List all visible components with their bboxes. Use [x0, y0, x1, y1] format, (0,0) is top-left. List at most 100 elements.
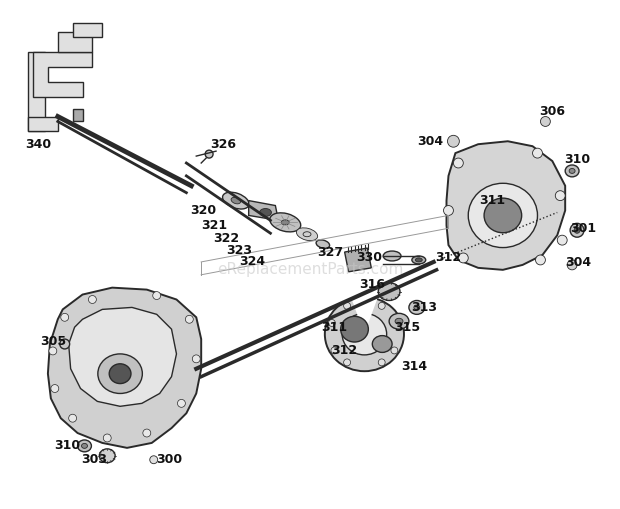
Circle shape — [443, 206, 453, 215]
Ellipse shape — [270, 213, 301, 232]
Text: 312: 312 — [435, 251, 461, 265]
Circle shape — [89, 296, 96, 303]
Circle shape — [557, 235, 567, 245]
Text: 304: 304 — [565, 257, 591, 269]
Text: 321: 321 — [201, 219, 227, 232]
Text: 327: 327 — [317, 245, 343, 259]
Text: 314: 314 — [401, 360, 427, 373]
Ellipse shape — [109, 364, 131, 384]
Text: 305: 305 — [40, 334, 66, 348]
Polygon shape — [28, 117, 58, 131]
Ellipse shape — [260, 209, 272, 216]
Circle shape — [567, 260, 577, 270]
Ellipse shape — [231, 197, 241, 204]
Circle shape — [205, 150, 213, 158]
Circle shape — [453, 158, 463, 168]
Text: 306: 306 — [539, 105, 565, 118]
Ellipse shape — [569, 168, 575, 174]
Text: 311: 311 — [479, 194, 505, 207]
Ellipse shape — [373, 335, 392, 352]
Text: 303: 303 — [81, 453, 107, 466]
Circle shape — [49, 347, 57, 355]
Text: 315: 315 — [394, 321, 420, 334]
Circle shape — [153, 292, 161, 299]
Ellipse shape — [389, 314, 409, 329]
Ellipse shape — [468, 183, 538, 247]
Circle shape — [378, 302, 385, 309]
Circle shape — [574, 228, 580, 233]
Circle shape — [541, 117, 551, 126]
Circle shape — [329, 320, 335, 326]
Ellipse shape — [415, 258, 422, 262]
Circle shape — [69, 414, 77, 422]
Circle shape — [536, 255, 546, 265]
Ellipse shape — [383, 251, 401, 261]
Polygon shape — [249, 201, 278, 220]
Polygon shape — [58, 33, 92, 52]
Text: 304: 304 — [418, 135, 444, 148]
Polygon shape — [73, 108, 82, 122]
Wedge shape — [351, 295, 378, 334]
Text: 300: 300 — [156, 453, 183, 466]
Ellipse shape — [342, 314, 387, 355]
Circle shape — [60, 339, 69, 349]
Ellipse shape — [78, 440, 91, 452]
Circle shape — [143, 429, 151, 437]
Circle shape — [192, 355, 200, 363]
Ellipse shape — [281, 220, 289, 225]
Circle shape — [177, 400, 185, 407]
Circle shape — [448, 135, 459, 147]
Ellipse shape — [316, 240, 330, 248]
Text: 316: 316 — [360, 278, 385, 291]
Ellipse shape — [325, 297, 404, 371]
Polygon shape — [73, 22, 102, 37]
Circle shape — [570, 223, 584, 237]
Ellipse shape — [409, 300, 425, 315]
Text: 322: 322 — [213, 232, 239, 245]
Text: eReplacementParts.com: eReplacementParts.com — [217, 262, 403, 277]
Text: 310: 310 — [564, 153, 590, 165]
Text: 330: 330 — [356, 251, 383, 265]
Ellipse shape — [484, 198, 521, 233]
Ellipse shape — [340, 316, 368, 342]
Ellipse shape — [414, 305, 420, 310]
Circle shape — [185, 316, 193, 323]
Polygon shape — [33, 52, 92, 97]
Circle shape — [343, 359, 350, 366]
Ellipse shape — [99, 449, 115, 463]
Circle shape — [150, 456, 157, 464]
Text: 326: 326 — [210, 138, 236, 151]
Circle shape — [394, 320, 401, 326]
Circle shape — [378, 359, 385, 366]
Ellipse shape — [81, 443, 87, 448]
Circle shape — [51, 385, 59, 392]
Text: 310: 310 — [55, 439, 81, 453]
Text: 311: 311 — [322, 321, 348, 334]
Ellipse shape — [296, 228, 317, 241]
Ellipse shape — [412, 256, 426, 264]
Circle shape — [533, 148, 542, 158]
Ellipse shape — [98, 354, 143, 393]
Ellipse shape — [395, 318, 403, 324]
Text: 312: 312 — [332, 345, 358, 357]
Polygon shape — [48, 288, 202, 448]
Text: 340: 340 — [25, 138, 51, 151]
Ellipse shape — [223, 192, 249, 209]
Circle shape — [331, 347, 338, 354]
Ellipse shape — [378, 282, 400, 300]
Text: 320: 320 — [190, 204, 216, 217]
Circle shape — [556, 191, 565, 201]
Polygon shape — [69, 307, 177, 406]
Text: 301: 301 — [570, 222, 596, 235]
Polygon shape — [28, 52, 45, 131]
Circle shape — [458, 253, 468, 263]
Circle shape — [104, 434, 111, 442]
Circle shape — [61, 314, 69, 321]
Ellipse shape — [565, 165, 579, 177]
Text: 324: 324 — [239, 256, 266, 268]
Polygon shape — [446, 142, 565, 270]
Circle shape — [391, 347, 398, 354]
Circle shape — [343, 302, 350, 309]
Polygon shape — [345, 248, 371, 272]
Text: 313: 313 — [410, 301, 436, 314]
